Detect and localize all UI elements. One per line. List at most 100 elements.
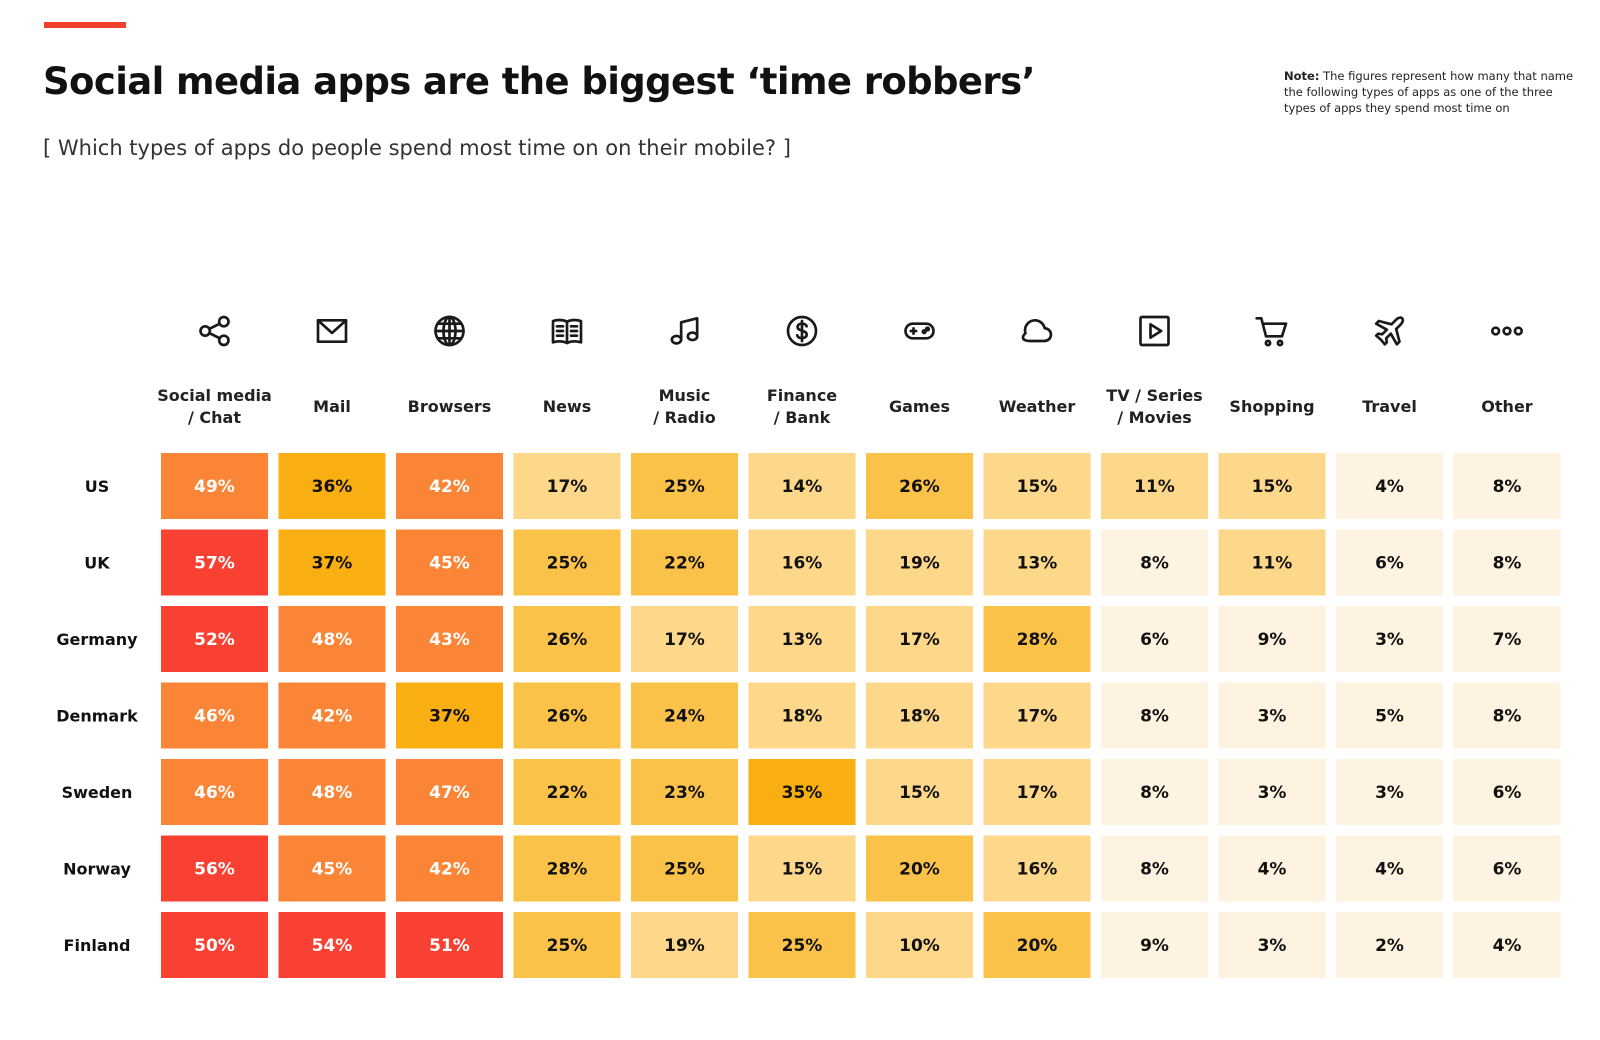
heatmap-cell [278,606,386,672]
heatmap-cell [161,682,268,749]
heatmap-cell [278,912,386,978]
cell-value-label: 37% [429,707,470,727]
heatmap-cell [513,759,621,825]
heatmap-cell [396,835,503,902]
airplane-icon [1374,316,1405,346]
heatmap-cell [1453,682,1561,749]
heatmap-cell [748,682,856,749]
cell-value-label: 42% [429,477,470,497]
cell-value-label: 28% [547,860,588,880]
column-label: News [543,397,592,416]
cell-value-label: 54% [312,936,353,956]
heatmap-cell [161,453,268,519]
column-label: / Chat [188,408,241,427]
cell-value-label: 8% [1493,477,1522,497]
cell-value-label: 19% [899,554,940,574]
heatmap-cell [513,529,621,596]
heatmap-cell [748,453,856,519]
heatmap-cell [1101,912,1208,978]
cell-value-label: 6% [1493,860,1522,880]
heatmap-cell [278,453,386,519]
heatmap-cell [631,453,738,519]
chart-subtitle: [ Which types of apps do people spend mo… [43,136,791,160]
cell-value-label: 9% [1258,630,1287,650]
cell-value-label: 8% [1140,554,1169,574]
cell-value-label: 20% [899,860,940,880]
cell-value-label: 25% [547,554,588,574]
cell-value-label: 15% [782,860,823,880]
heatmap-cell [1336,453,1443,519]
column-label: Travel [1362,397,1417,416]
cell-value-label: 26% [547,707,588,727]
column-label: Shopping [1229,397,1314,416]
cell-value-label: 25% [782,936,823,956]
cell-value-label: 52% [194,630,235,650]
heatmap-cell [513,912,621,978]
heatmap-cell [866,912,973,978]
row-label: Sweden [62,783,133,802]
gamepad-icon [904,322,935,340]
heatmap-cell [1218,606,1326,672]
cell-value-label: 11% [1252,554,1293,574]
cell-value-label: 8% [1493,707,1522,727]
row-label: UK [84,554,110,573]
column-label: / Radio [653,408,715,427]
heatmap-cell [983,606,1091,672]
cell-value-label: 15% [1017,477,1058,497]
cell-value-label: 8% [1140,860,1169,880]
heatmap-cell [983,682,1091,749]
heatmap-cell [278,529,386,596]
heatmap-cell [278,682,386,749]
cell-value-label: 17% [899,630,940,650]
cell-value-label: 11% [1134,477,1175,497]
heatmap-cell [1101,759,1208,825]
cell-value-label: 18% [899,707,940,727]
heatmap-cell [866,682,973,749]
column-label: Social media [157,386,272,405]
cell-value-label: 10% [899,936,940,956]
heatmap-cell [748,606,856,672]
heatmap-cell [631,682,738,749]
heatmap-cell [866,529,973,596]
heatmap-cell [1218,682,1326,749]
cell-value-label: 6% [1375,554,1404,574]
column-label: Music [659,386,711,405]
cell-value-label: 17% [547,477,588,497]
heatmap-cell [1218,835,1326,902]
heatmap-cell [1218,453,1326,519]
heatmap-cell [1336,759,1443,825]
cell-value-label: 2% [1375,936,1404,956]
cell-value-label: 42% [312,707,353,727]
heatmap-cell [1336,912,1443,978]
cell-value-label: 48% [312,783,353,803]
cell-value-label: 28% [1017,630,1058,650]
note-text: The figures represent how many that name… [1284,69,1574,115]
cell-value-label: 16% [1017,860,1058,880]
cell-value-label: 3% [1258,783,1287,803]
column-label: Other [1481,397,1532,416]
row-label: US [85,477,110,496]
cell-value-label: 25% [664,477,705,497]
heatmap-cell [161,835,268,902]
cell-value-label: 3% [1375,630,1404,650]
heatmap-cell [631,759,738,825]
cell-value-label: 15% [1252,477,1293,497]
column-label: Finance [767,386,837,405]
cell-value-label: 17% [664,630,705,650]
note: Note: The figures represent how many tha… [1284,68,1574,116]
heatmap-cell [1218,912,1326,978]
cell-value-label: 13% [1017,554,1058,574]
heatmap-cell [161,912,268,978]
heatmap-cell [631,606,738,672]
heatmap-cell [1101,606,1208,672]
cell-value-label: 3% [1258,936,1287,956]
heatmap-cell [1336,835,1443,902]
heatmap-cell [396,453,503,519]
heatmap-cell [1453,453,1561,519]
heatmap-cell [396,682,503,749]
column-label: Games [889,397,950,416]
cell-value-label: 25% [664,860,705,880]
heatmap-cell [866,835,973,902]
cell-value-label: 47% [429,783,470,803]
